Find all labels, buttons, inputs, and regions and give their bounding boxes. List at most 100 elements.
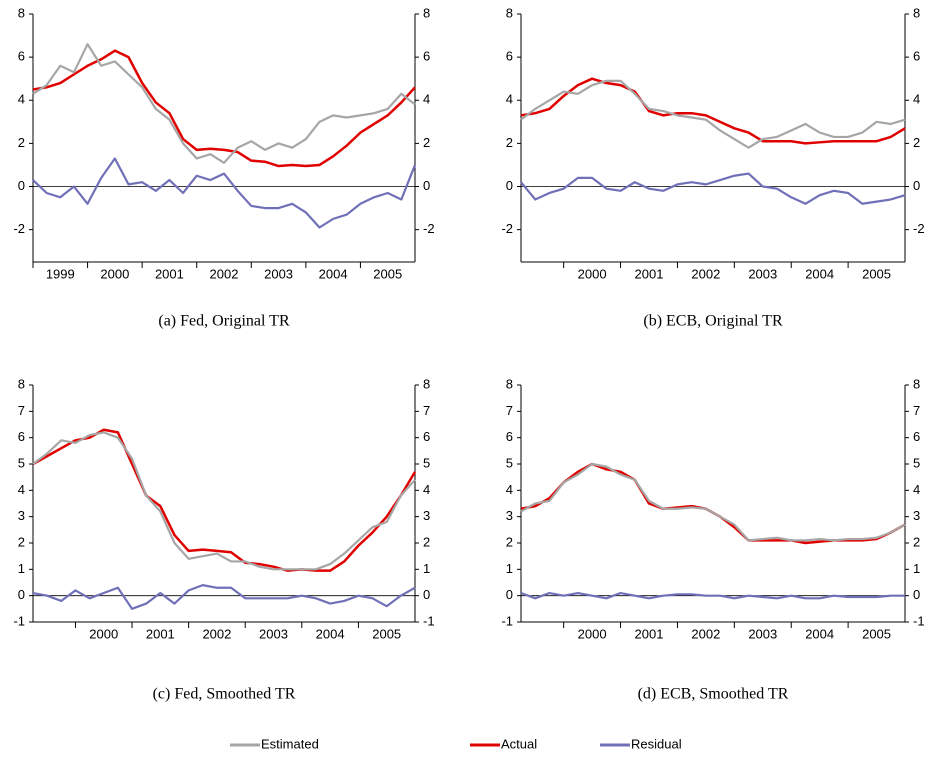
y-tick-label: 2 [18, 135, 25, 150]
y2-tick-label: 1 [913, 561, 920, 576]
y2-tick-label: 2 [423, 135, 430, 150]
series-line [520, 591, 905, 600]
y2-tick-label: 8 [913, 5, 920, 20]
x-tick-label: 2003 [264, 266, 293, 281]
x-tick-label: 2000 [89, 626, 118, 641]
y-tick-label: 8 [506, 376, 513, 391]
y-tick-label: 5 [506, 455, 513, 470]
x-tick-label: 2005 [372, 626, 401, 641]
y-tick-label: 1 [506, 561, 513, 576]
x-tick-label: 2003 [748, 266, 777, 281]
y-tick-label: 2 [506, 534, 513, 549]
series-line [32, 428, 417, 572]
y-tick-label: 7 [506, 403, 513, 418]
y-tick-label: 2 [18, 534, 25, 549]
x-tick-label: 2000 [578, 266, 607, 281]
x-tick-label: 2003 [259, 626, 288, 641]
x-tick-label: 2000 [100, 266, 129, 281]
x-tick-label: 2004 [805, 626, 834, 641]
y-tick-label: 0 [18, 587, 25, 602]
y-tick-label: 4 [506, 92, 513, 107]
caption: (c) Fed, Smoothed TR [153, 686, 296, 703]
y-tick-label: 1 [18, 561, 25, 576]
x-tick-label: 2001 [155, 266, 184, 281]
y2-tick-label: 8 [913, 376, 920, 391]
y2-tick-label: 4 [423, 92, 430, 107]
x-tick-label: 2000 [578, 626, 607, 641]
y2-tick-label: 6 [423, 49, 430, 64]
y-tick-label: 6 [18, 429, 25, 444]
x-tick-label: 1999 [46, 266, 75, 281]
x-tick-label: 2001 [635, 266, 664, 281]
y2-tick-label: 0 [913, 178, 920, 193]
y-tick-label: 0 [18, 178, 25, 193]
y2-tick-label: -1 [913, 613, 925, 628]
legend-label: Actual [501, 736, 537, 751]
caption: (b) ECB, Original TR [643, 313, 783, 330]
x-tick-label: 2002 [210, 266, 239, 281]
y-tick-label: -1 [13, 613, 25, 628]
y2-tick-label: 6 [913, 49, 920, 64]
y2-tick-label: 5 [423, 455, 430, 470]
series-line [520, 79, 906, 149]
y2-tick-label: 6 [423, 429, 430, 444]
x-tick-label: 2005 [862, 626, 891, 641]
x-tick-label: 2004 [805, 266, 834, 281]
series-line [32, 157, 417, 229]
y2-tick-label: 0 [423, 587, 430, 602]
y-tick-label: -1 [501, 613, 513, 628]
x-tick-label: 2005 [862, 266, 891, 281]
y-tick-label: 0 [506, 587, 513, 602]
y2-tick-label: 2 [423, 534, 430, 549]
y2-tick-label: -1 [423, 613, 435, 628]
y2-tick-label: 7 [913, 403, 920, 418]
x-tick-label: 2001 [146, 626, 175, 641]
y2-tick-label: 8 [423, 376, 430, 391]
series-line [520, 77, 906, 145]
y2-tick-label: 0 [423, 178, 430, 193]
y-tick-label: 6 [18, 49, 25, 64]
x-tick-label: 2002 [202, 626, 231, 641]
x-tick-label: 2002 [691, 266, 720, 281]
y-tick-label: 6 [506, 49, 513, 64]
y2-tick-label: -2 [913, 221, 925, 236]
series-line [520, 172, 906, 205]
x-tick-label: 2004 [319, 266, 348, 281]
y-tick-label: -2 [13, 221, 25, 236]
y-tick-label: 6 [506, 429, 513, 444]
y2-tick-label: 3 [913, 508, 920, 523]
series-line [520, 462, 906, 545]
caption: (d) ECB, Smoothed TR [638, 686, 789, 703]
y2-tick-label: 4 [423, 482, 430, 497]
y2-tick-label: 2 [913, 534, 920, 549]
legend-label: Estimated [261, 736, 319, 751]
series-line [32, 43, 416, 164]
x-tick-label: 2005 [373, 266, 402, 281]
legend-label: Residual [631, 736, 682, 751]
x-tick-label: 2004 [316, 626, 345, 641]
series-line [32, 584, 416, 610]
y-tick-label: 3 [506, 508, 513, 523]
y-tick-label: 8 [18, 5, 25, 20]
y2-tick-label: 0 [913, 587, 920, 602]
y-tick-label: 7 [18, 403, 25, 418]
y-tick-label: 0 [506, 178, 513, 193]
y-tick-label: 2 [506, 135, 513, 150]
y-tick-label: 4 [18, 92, 25, 107]
y2-tick-label: 7 [423, 403, 430, 418]
caption: (a) Fed, Original TR [158, 313, 290, 330]
y2-tick-label: 8 [423, 5, 430, 20]
y-tick-label: 4 [506, 482, 513, 497]
series-line [32, 431, 416, 571]
y-tick-label: 4 [18, 482, 25, 497]
y-tick-label: 8 [506, 5, 513, 20]
series-line [520, 462, 906, 542]
y2-tick-label: -2 [423, 221, 435, 236]
y-tick-label: 5 [18, 455, 25, 470]
y2-tick-label: 4 [913, 482, 920, 497]
y-tick-label: 8 [18, 376, 25, 391]
series-line [32, 49, 416, 168]
y-tick-label: 3 [18, 508, 25, 523]
x-tick-label: 2002 [691, 626, 720, 641]
